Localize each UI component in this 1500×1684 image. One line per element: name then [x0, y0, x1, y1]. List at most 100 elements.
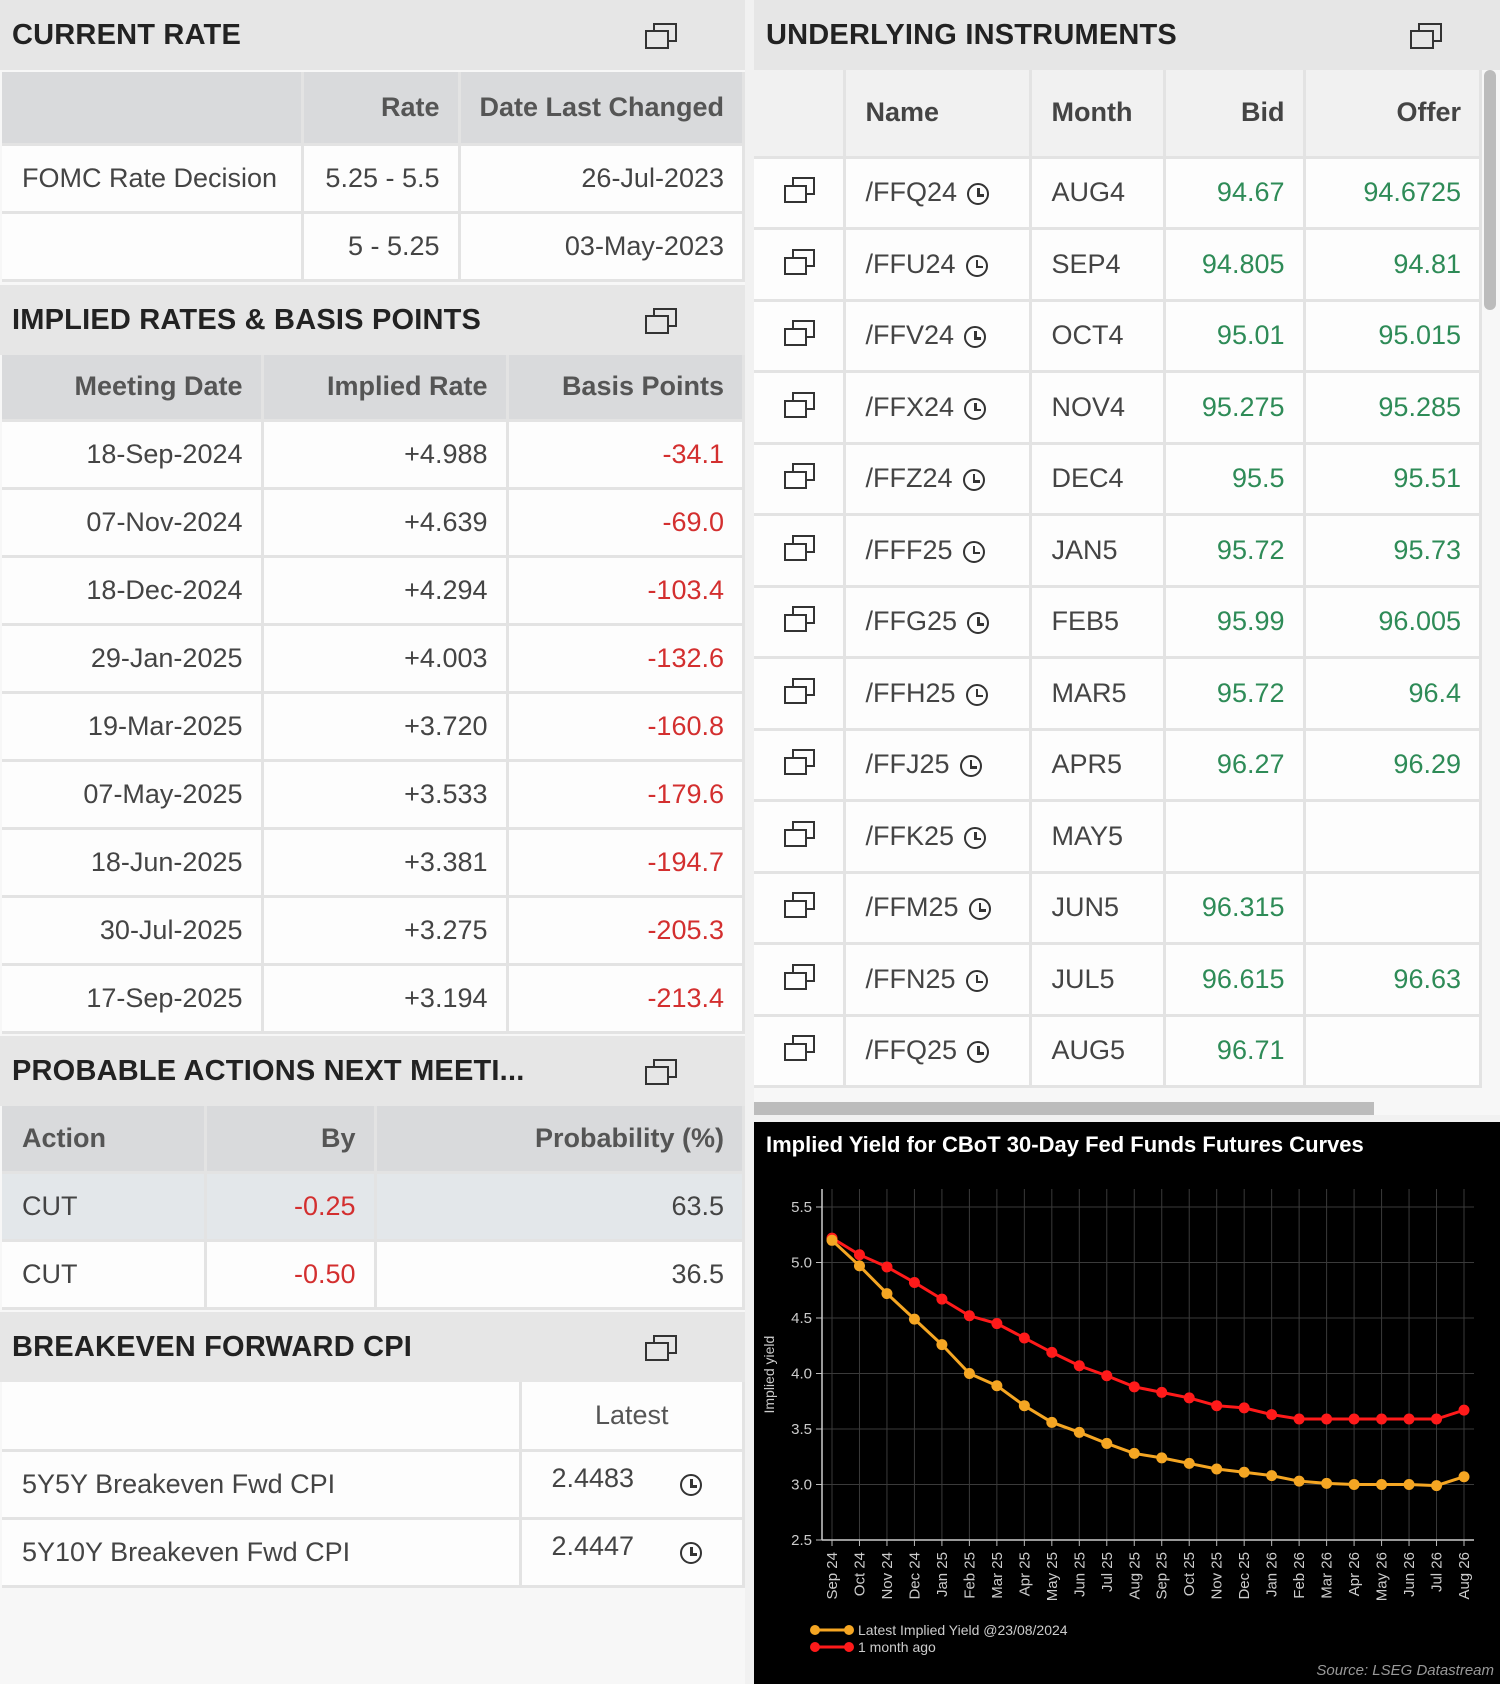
table-row[interactable]: /FFV24 OCT4 95.01 95.015	[754, 300, 1482, 373]
popout-icon[interactable]	[783, 605, 816, 633]
instrument-name-cell: /FFF25	[844, 514, 1032, 588]
clock-icon[interactable]	[968, 898, 991, 921]
clock-icon[interactable]	[962, 540, 985, 563]
x-tick-label: Nov 25	[1209, 1552, 1226, 1600]
popout-icon[interactable]	[1410, 22, 1442, 49]
underlying-table-viewport[interactable]: Name Month Bid Offer /FFQ24 AUG4 94.67 94.6…	[754, 70, 1482, 1100]
clock-icon[interactable]	[967, 183, 990, 206]
table-row[interactable]: /FFZ24 DEC4 95.5 95.51	[754, 443, 1482, 516]
clock-icon[interactable]	[680, 1474, 703, 1497]
series-line	[831, 1236, 1465, 1421]
instrument-name-cell: /FFZ24	[844, 443, 1032, 516]
data-point	[1156, 1386, 1168, 1398]
popout-icon[interactable]	[783, 891, 816, 919]
table-row[interactable]: /FFF25 JAN5 95.72 95.73	[754, 514, 1482, 588]
table-row[interactable]: /FFH25 MAR5 95.72 96.4	[754, 657, 1482, 731]
data-point	[936, 1293, 948, 1305]
clock-icon[interactable]	[964, 326, 987, 349]
instrument-name[interactable]: /FFM25	[865, 892, 959, 923]
legend-marker	[844, 1642, 854, 1652]
offer: 94.81	[1304, 228, 1482, 302]
horizontal-scrollbar[interactable]	[754, 1102, 1374, 1115]
popout-icon[interactable]	[783, 963, 816, 990]
instrument-name[interactable]: /FFH25	[865, 677, 956, 708]
popout-icon[interactable]	[783, 534, 816, 561]
table-row[interactable]: /FFQ25 AUG5 96.71	[754, 1015, 1482, 1088]
instrument-name[interactable]: /FFN25	[865, 963, 956, 994]
legend-marker	[810, 1642, 820, 1652]
instrument-name[interactable]: /FFQ24	[865, 177, 958, 208]
instrument-name[interactable]: /FFV24	[865, 320, 955, 351]
x-tick-label: Nov 24	[879, 1552, 896, 1600]
column-header-name: Name	[844, 70, 1032, 159]
row-popout-cell	[754, 729, 846, 802]
implied-rate: +3.533	[262, 760, 509, 830]
instrument-name[interactable]: /FFG25	[865, 606, 958, 637]
popout-icon[interactable]	[783, 677, 816, 704]
offer	[1304, 872, 1482, 945]
data-point	[1431, 1480, 1443, 1492]
popout-icon[interactable]	[645, 307, 677, 334]
clock-icon[interactable]	[962, 469, 985, 492]
x-tick-label: Oct 24	[851, 1552, 868, 1596]
popout-icon[interactable]	[645, 22, 677, 49]
rate-value: 5 - 5.25	[302, 212, 461, 282]
by-cell: -0.50	[205, 1240, 377, 1310]
bid: 96.615	[1164, 943, 1306, 1017]
popout-icon[interactable]	[645, 1334, 677, 1361]
data-point	[991, 1380, 1003, 1392]
clock-icon[interactable]	[965, 969, 988, 992]
popout-icon[interactable]	[783, 820, 816, 847]
row-popout-cell	[754, 1015, 846, 1088]
popout-icon[interactable]	[783, 176, 816, 204]
clock-icon[interactable]	[680, 1542, 703, 1565]
popout-icon[interactable]	[783, 248, 816, 275]
data-point	[1266, 1409, 1278, 1421]
table-row[interactable]: /FFX24 NOV4 95.275 95.285	[754, 371, 1482, 445]
month: OCT4	[1030, 300, 1166, 373]
popout-icon[interactable]	[783, 391, 816, 418]
implied-rate: +3.194	[262, 964, 509, 1034]
column-header-month: Month	[1030, 70, 1166, 159]
data-point	[1046, 1346, 1058, 1358]
table-row[interactable]: /FFG25 FEB5 95.99 96.005	[754, 586, 1482, 659]
table-row[interactable]: /FFM25 JUN5 96.315	[754, 872, 1482, 945]
popout-icon[interactable]	[783, 1034, 816, 1062]
popout-icon[interactable]	[783, 462, 816, 490]
table-row[interactable]: /FFJ25 APR5 96.27 96.29	[754, 729, 1482, 802]
clock-icon[interactable]	[965, 683, 988, 706]
month: AUG5	[1030, 1015, 1166, 1088]
instrument-name[interactable]: /FFZ24	[865, 463, 953, 494]
table-row: 5Y10Y Breakeven Fwd CPI 2.4447	[2, 1518, 745, 1588]
column-header-latest: Latest	[520, 1382, 745, 1452]
current-rate-table: Rate Date Last Changed FOMC Rate Decisio…	[2, 72, 745, 282]
table-row[interactable]: /FFN25 JUL5 96.615 96.63	[754, 943, 1482, 1017]
clock-icon[interactable]	[967, 612, 990, 635]
instrument-name[interactable]: /FFQ25	[865, 1035, 958, 1066]
table-row[interactable]: /FFQ24 AUG4 94.67 94.6725	[754, 157, 1482, 230]
basis-points: -194.7	[507, 828, 745, 898]
chart-title: Implied Yield for CBoT 30-Day Fed Funds …	[766, 1132, 1364, 1157]
row-popout-cell	[754, 872, 846, 945]
popout-icon[interactable]	[783, 748, 816, 776]
clock-icon[interactable]	[964, 826, 987, 849]
clock-icon[interactable]	[965, 254, 988, 277]
clock-icon[interactable]	[967, 1041, 990, 1064]
instrument-name[interactable]: /FFU24	[865, 248, 956, 279]
table-row[interactable]: /FFU24 SEP4 94.805 94.81	[754, 228, 1482, 302]
instrument-name[interactable]: /FFK25	[865, 820, 955, 851]
table-row[interactable]: /FFK25 MAY5	[754, 800, 1482, 874]
data-point	[1293, 1475, 1305, 1487]
x-tick-label: Sep 24	[824, 1552, 841, 1600]
table-row: CUT -0.25 63.5	[2, 1172, 745, 1242]
instrument-name[interactable]: /FFJ25	[865, 749, 950, 780]
clock-icon[interactable]	[959, 755, 982, 778]
popout-icon[interactable]	[783, 319, 816, 347]
popout-icon[interactable]	[645, 1058, 677, 1085]
clock-icon[interactable]	[964, 397, 987, 420]
vertical-scrollbar[interactable]	[1484, 70, 1496, 310]
instrument-name[interactable]: /FFF25	[865, 534, 953, 565]
instrument-name[interactable]: /FFX24	[865, 391, 955, 422]
data-point	[1156, 1452, 1168, 1464]
bid: 95.5	[1164, 443, 1306, 516]
